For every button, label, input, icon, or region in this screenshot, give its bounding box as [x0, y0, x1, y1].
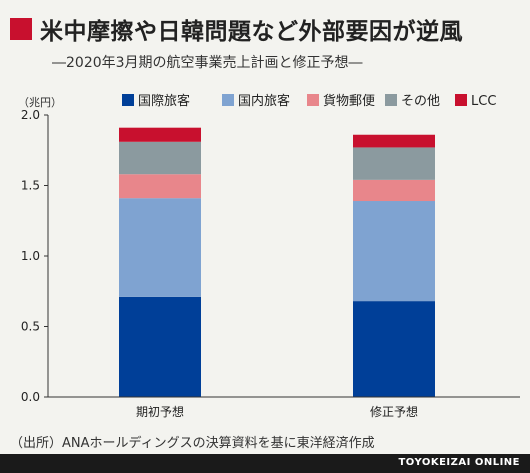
chart-subtitle: ―2020年3月期の航空事業売上計画と修正予想― — [52, 55, 363, 71]
y-tick-label: 1.5 — [21, 179, 40, 193]
bar-segment-2-4 — [353, 147, 435, 180]
y-tick-label: 0.0 — [21, 390, 40, 404]
legend-label-1: 国際旅客 — [138, 93, 190, 109]
stacked-bar-chart: 国際旅客 国内旅客 貨物郵便 その他 LCC 0.0 0.5 1.0 1.5 2.0 期初予想 修… — [21, 93, 520, 419]
legend-label-2: 国内旅客 — [238, 93, 290, 109]
legend-label-4: その他 — [401, 94, 440, 109]
bar-segment-1-3 — [119, 174, 201, 199]
bar-segment-1-1 — [119, 296, 201, 397]
bar-segment-2-2 — [353, 201, 435, 302]
y-tick-label: 0.5 — [21, 320, 40, 334]
legend-swatch-3 — [307, 94, 319, 106]
brand-label: TOYOKEIZAI ONLINE — [398, 457, 520, 468]
category-labels: 期初予想 修正予想 — [136, 404, 418, 419]
title-row: 米中摩擦や日韓問題など外部要因が逆風 — [10, 12, 463, 46]
category-label-2: 修正予想 — [370, 404, 418, 419]
footer-bar: TOYOKEIZAI ONLINE — [0, 454, 530, 473]
category-label-1: 期初予想 — [136, 404, 184, 419]
bar-segment-1-5 — [119, 127, 201, 142]
title-marker — [10, 18, 32, 40]
legend-label-5: LCC — [471, 94, 496, 109]
chart-title: 米中摩擦や日韓問題など外部要因が逆風 — [40, 19, 463, 45]
bar-segment-1-2 — [119, 198, 201, 297]
bar-segment-2-5 — [353, 134, 435, 148]
y-axis-unit: （兆円） — [18, 96, 62, 109]
bar-segment-2-1 — [353, 301, 435, 397]
legend-label-3: 貨物郵便 — [323, 93, 375, 109]
legend-swatch-1 — [122, 94, 134, 106]
y-tick-label: 2.0 — [21, 108, 40, 122]
y-tick-label: 1.0 — [21, 249, 40, 263]
bars — [119, 127, 435, 397]
legend: 国際旅客 国内旅客 貨物郵便 その他 LCC — [122, 93, 496, 109]
bar-segment-1-4 — [119, 141, 201, 175]
legend-swatch-5 — [455, 94, 467, 106]
legend-swatch-2 — [222, 94, 234, 106]
legend-swatch-4 — [385, 94, 397, 106]
y-axis-ticks: 0.0 0.5 1.0 1.5 2.0 — [21, 108, 48, 404]
bar-segment-2-3 — [353, 179, 435, 202]
source-note: （出所）ANAホールディングスの決算資料を基に東洋経済作成 — [10, 436, 375, 451]
